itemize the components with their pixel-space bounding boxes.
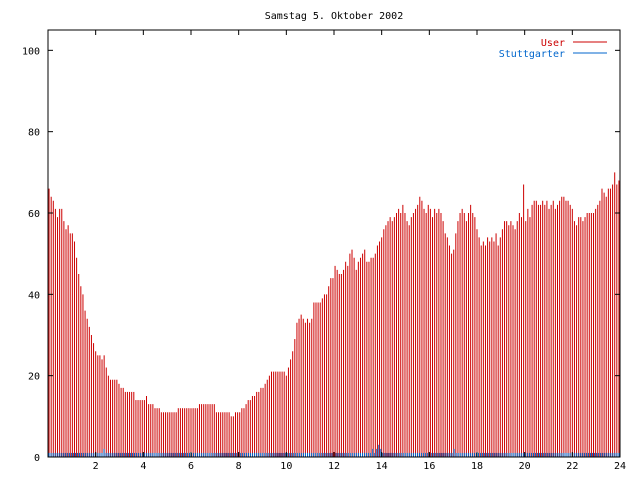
chart-title: Samstag 5. Oktober 2002 — [265, 11, 403, 22]
y-tick-label: 40 — [28, 290, 40, 301]
y-tick-label: 20 — [28, 372, 40, 383]
y-tick-label: 100 — [22, 46, 40, 57]
y-tick-label: 0 — [34, 453, 40, 464]
y-tick-label: 80 — [28, 128, 40, 139]
x-tick-label: 8 — [236, 461, 242, 472]
x-tick-label: 2 — [93, 461, 99, 472]
legend-label-stuttgarter: Stuttgarter — [499, 49, 565, 60]
x-tick-label: 16 — [423, 461, 435, 472]
y-tick-label: 60 — [28, 209, 40, 220]
x-tick-label: 12 — [328, 461, 340, 472]
x-tick-label: 10 — [280, 461, 292, 472]
x-tick-label: 18 — [471, 461, 483, 472]
x-tick-label: 24 — [614, 461, 626, 472]
bars-layer — [48, 172, 620, 457]
x-tick-label: 20 — [519, 461, 531, 472]
x-tick-label: 6 — [188, 461, 194, 472]
x-tick-label: 22 — [566, 461, 578, 472]
legend-label-user: User — [541, 38, 565, 49]
x-tick-label: 14 — [376, 461, 388, 472]
x-tick-label: 4 — [140, 461, 146, 472]
